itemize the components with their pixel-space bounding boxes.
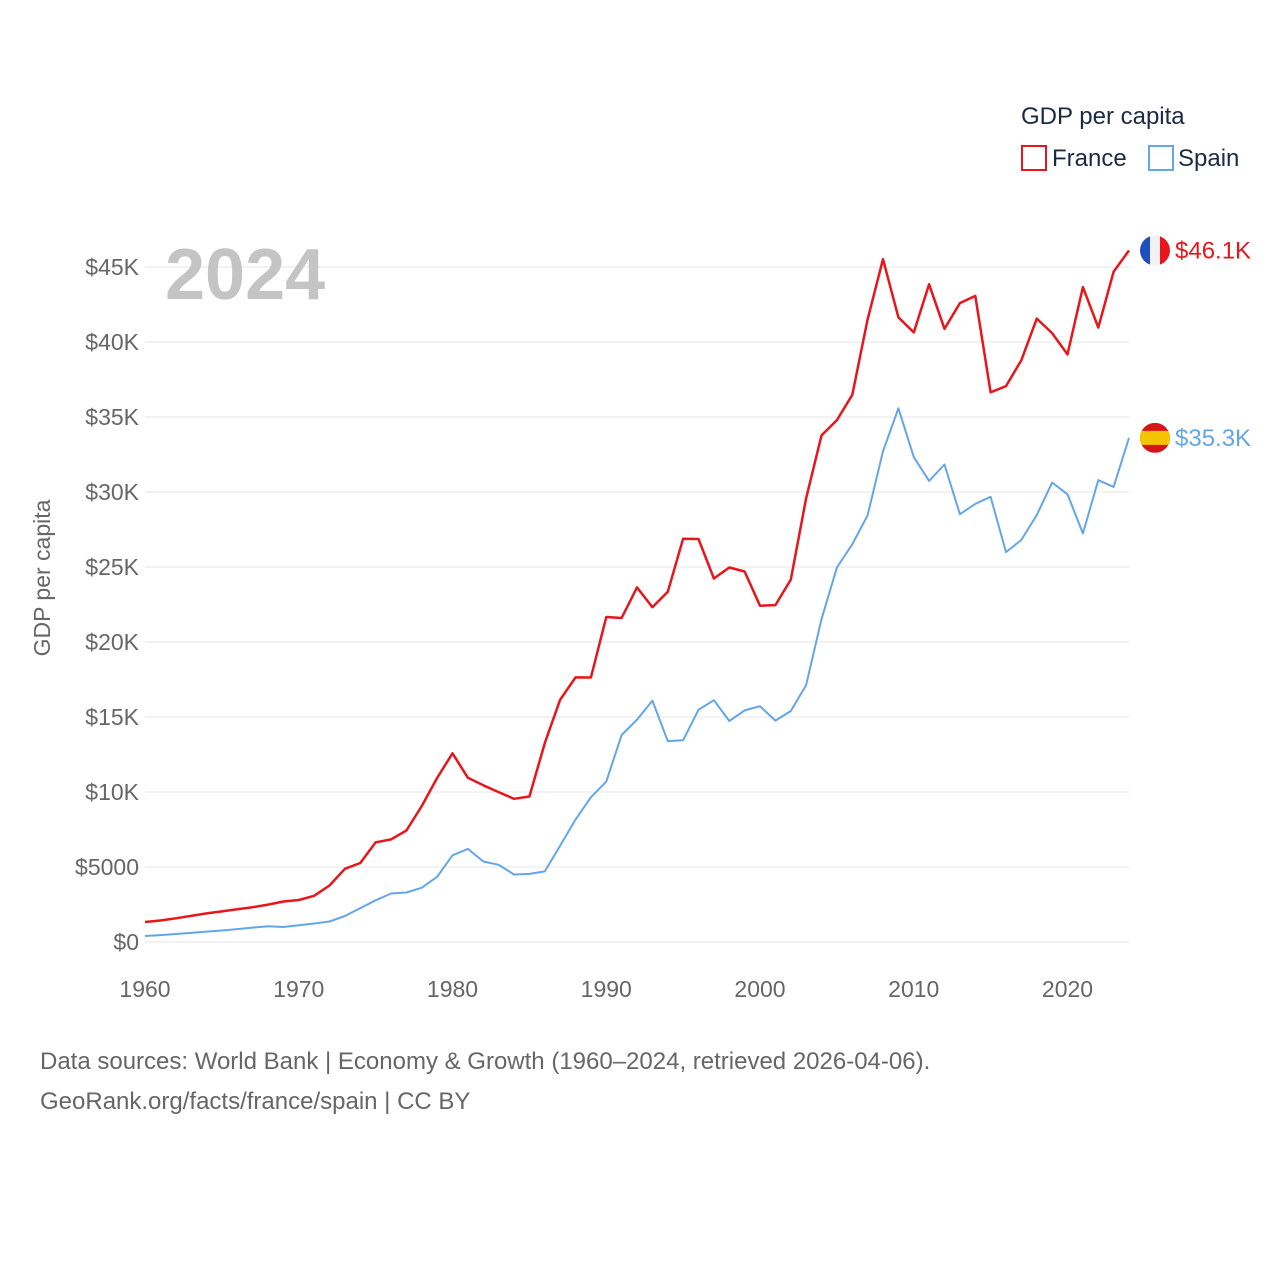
x-tick-label: 1970 bbox=[273, 976, 324, 1002]
y-tick-label: $20K bbox=[85, 629, 139, 655]
y-tick-label: $25K bbox=[85, 554, 139, 580]
y-tick-label: $5000 bbox=[75, 854, 139, 880]
y-tick-label: $10K bbox=[85, 779, 139, 805]
x-tick-label: 2010 bbox=[888, 976, 939, 1002]
source-line-2[interactable]: GeoRank.org/facts/france/spain | CC BY bbox=[40, 1088, 471, 1115]
y-tick-label: $0 bbox=[113, 929, 139, 955]
spain-flag-icon bbox=[1140, 422, 1170, 453]
end-value-label-spain: $35.3K bbox=[1175, 425, 1251, 452]
x-tick-label: 1960 bbox=[119, 976, 170, 1002]
series-end-labels: $46.1K $35.3K bbox=[1140, 235, 1251, 453]
end-value-label-france: $46.1K bbox=[1175, 238, 1251, 265]
legend-item-france[interactable]: France bbox=[1021, 145, 1127, 172]
y-tick-label: $15K bbox=[85, 704, 139, 730]
source-note: Data sources: World Bank | Economy & Gro… bbox=[40, 1042, 930, 1122]
x-tick-label: 2020 bbox=[1042, 976, 1093, 1002]
source-line-1: Data sources: World Bank | Economy & Gro… bbox=[40, 1048, 931, 1075]
y-axis-label: GDP per capita bbox=[29, 499, 55, 656]
legend-item-spain[interactable]: Spain bbox=[1148, 145, 1239, 172]
series-lines bbox=[144, 249, 1131, 937]
y-tick-label: $30K bbox=[85, 479, 139, 505]
legend-title: GDP per capita bbox=[1021, 103, 1185, 130]
x-tick-label: 1980 bbox=[427, 976, 478, 1002]
gridlines bbox=[145, 266, 1129, 943]
y-axis-ticks: $0 $5000 $10K $15K $20K $25K $30K $35K $40K $45K bbox=[75, 254, 140, 955]
series-line-france[interactable] bbox=[144, 249, 1131, 924]
y-tick-label: $40K bbox=[85, 329, 139, 355]
legend-label-france: France bbox=[1052, 145, 1127, 172]
france-flag-icon bbox=[1140, 235, 1170, 266]
y-tick-label: $35K bbox=[85, 404, 139, 430]
legend-label-spain: Spain bbox=[1178, 145, 1239, 172]
y-tick-label: $45K bbox=[85, 254, 139, 280]
legend-swatch-france bbox=[1021, 145, 1047, 171]
series-line-spain[interactable] bbox=[144, 407, 1130, 937]
x-axis-ticks: 1960 1970 1980 1990 2000 2010 2020 bbox=[119, 976, 1093, 1002]
x-tick-label: 1990 bbox=[581, 976, 632, 1002]
legend-swatch-spain bbox=[1148, 145, 1174, 171]
year-display: 2024 bbox=[165, 235, 325, 315]
legend[interactable]: GDP per capita France Spain bbox=[1021, 103, 1239, 172]
x-tick-label: 2000 bbox=[734, 976, 785, 1002]
